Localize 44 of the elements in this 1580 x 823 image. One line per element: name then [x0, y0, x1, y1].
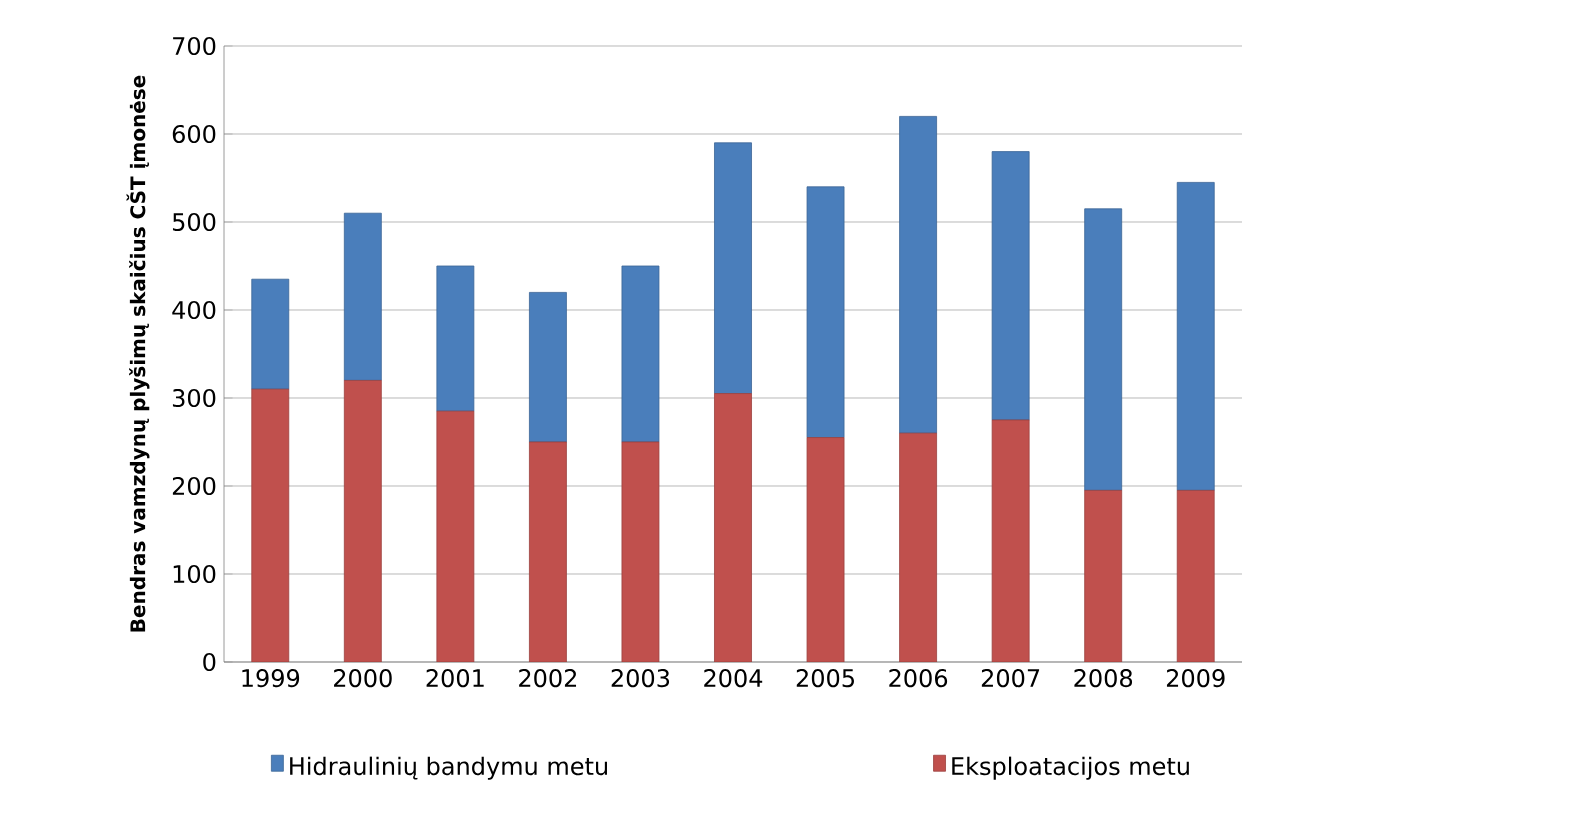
bar	[251, 388, 290, 662]
x-tick-label: 2009	[1166, 669, 1225, 688]
x-tick-label: 1999	[242, 669, 300, 688]
bar	[529, 291, 567, 443]
bar	[621, 441, 660, 662]
bar	[1084, 208, 1123, 491]
y-tick-label: 400	[172, 300, 216, 320]
y-tick-label: 300	[172, 388, 216, 408]
y-axis-title: Bendras vamzdynų plyšimų skaičius CŠT įmonėse	[126, 75, 150, 632]
bar	[806, 186, 845, 438]
x-tick-label: 2007	[981, 669, 1040, 688]
bar	[251, 278, 290, 390]
y-tick-label: 500	[172, 212, 216, 232]
bar	[436, 410, 475, 662]
x-tick-label: 2001	[426, 669, 484, 688]
bar	[899, 432, 938, 662]
y-tick-label: 0	[203, 652, 216, 672]
y-tick-label: 600	[172, 124, 216, 144]
x-tick-label: 2005	[796, 669, 854, 688]
bar	[343, 379, 382, 662]
bar	[714, 142, 752, 394]
bar	[529, 441, 567, 662]
bar	[806, 437, 845, 662]
bar	[899, 116, 938, 434]
x-tick-label: 2008	[1074, 669, 1133, 688]
x-tick-label: 2000	[334, 669, 392, 688]
bar	[1176, 489, 1215, 662]
x-tick-label: 2004	[704, 669, 763, 688]
bar	[991, 151, 1030, 421]
bar	[991, 419, 1030, 662]
bar	[1176, 182, 1215, 491]
y-tick-label: 200	[172, 476, 216, 496]
bar	[714, 393, 752, 662]
legend-label: Eksploatacijos metu	[952, 756, 1189, 780]
x-tick-label: 2003	[611, 669, 670, 688]
y-tick-label: 700	[173, 36, 216, 56]
x-tick-label: 2002	[519, 669, 577, 688]
legend-label: Hidraulinių bandymu metu	[290, 756, 607, 780]
bar	[621, 265, 660, 443]
bar	[343, 212, 382, 381]
x-tick-label: 2006	[889, 669, 948, 688]
y-tick-label: 100	[173, 564, 216, 584]
bar	[436, 265, 475, 412]
bar	[1084, 489, 1123, 662]
